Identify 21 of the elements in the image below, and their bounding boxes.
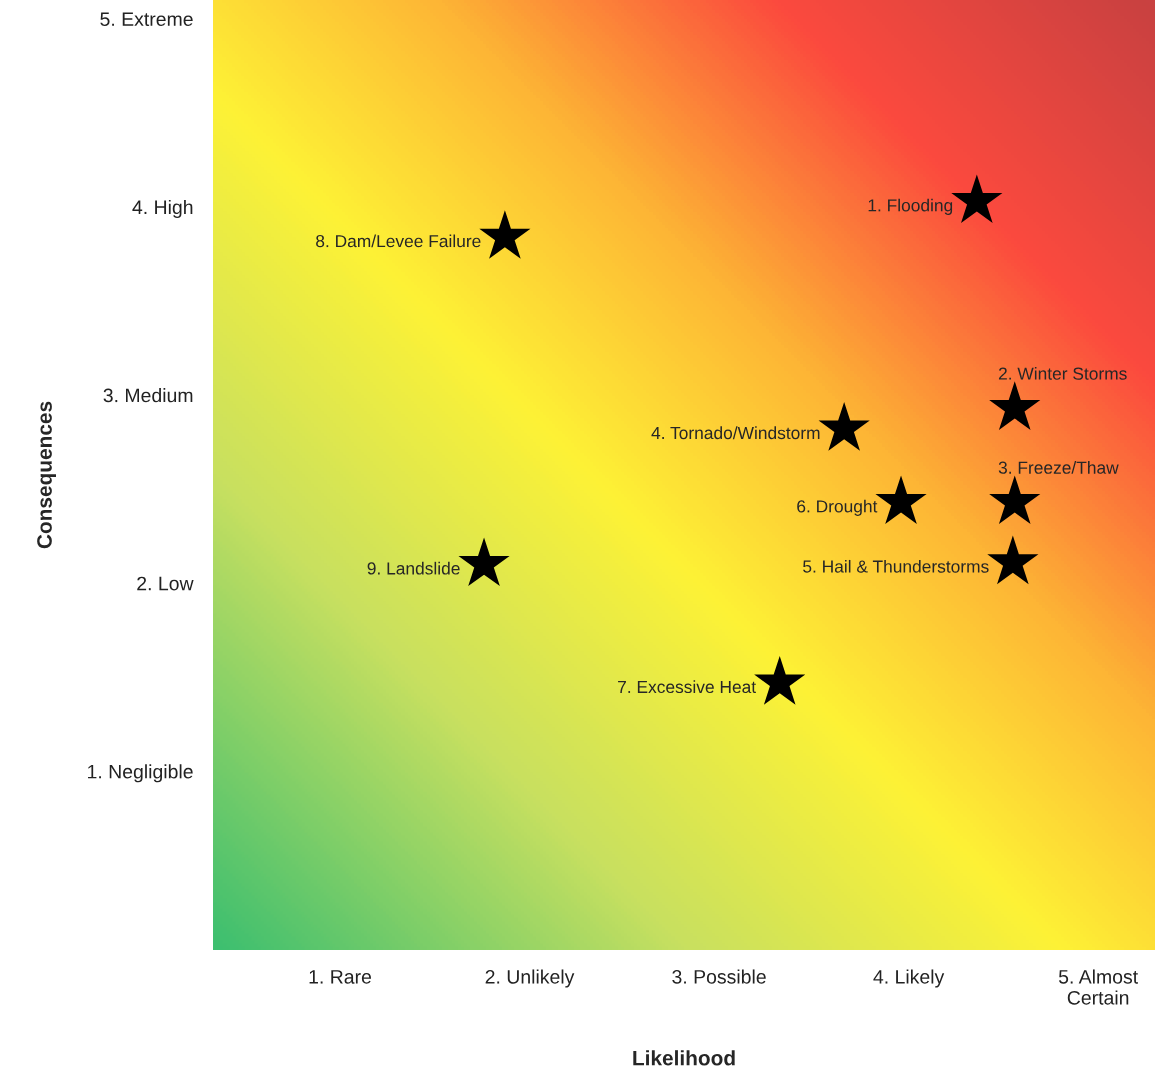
annotation: 8. Dam/Levee Failure: [316, 234, 481, 248]
x-tick-label: 3. Possible: [672, 969, 766, 984]
annotation: 2. Winter Storms: [998, 367, 1127, 380]
y-tick-label: 2. Low: [137, 576, 194, 591]
y-tick-label: 4. High: [132, 199, 193, 219]
annotation: 6. Drought: [797, 499, 878, 516]
annotation: 1. Flooding: [868, 198, 953, 215]
x-axis-title: Likelihood: [633, 1050, 735, 1066]
y-tick-label: 5. Extreme: [100, 12, 193, 27]
x-tick-label: 1. Rare: [309, 970, 372, 984]
annotation: 9. Landslide: [367, 561, 460, 575]
x-tick-label: 4. Likely: [873, 969, 945, 988]
annotation: 5. Hail & Thunderstorms: [803, 559, 989, 573]
annotation: 4. Tornado/Windstorm: [651, 426, 820, 440]
y-tick-label: 3. Medium: [103, 388, 193, 403]
annotation: 7. Excessive Heat: [618, 680, 756, 694]
y-tick-label: 1. Negligible: [88, 764, 193, 783]
annotation: 3. Freeze/Thaw: [998, 461, 1119, 474]
x-tick-label: 2. Unlikely: [485, 969, 575, 988]
x-tick-label: 5. Almost Certain: [1058, 969, 1138, 1005]
y-axis-title: Consequences: [37, 401, 56, 549]
